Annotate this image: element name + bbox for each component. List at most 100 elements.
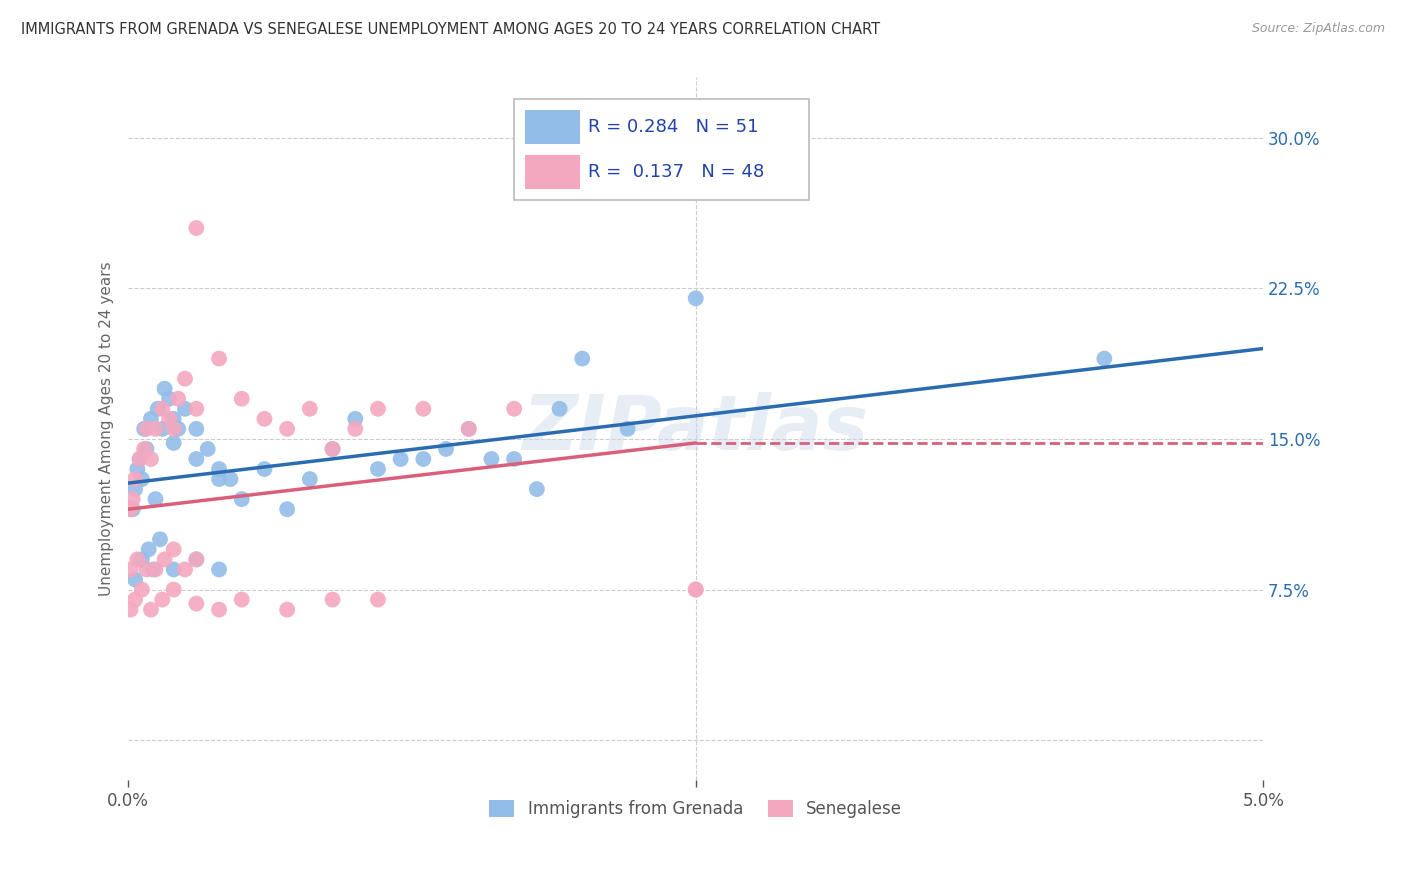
Point: [1092, 351, 1115, 366]
Point: [121, 502, 143, 516]
Point: [276, 422, 298, 436]
Point: [322, 442, 344, 456]
FancyBboxPatch shape: [526, 110, 579, 144]
Point: [139, 452, 162, 467]
Point: [138, 542, 160, 557]
Point: [253, 412, 276, 426]
Point: [367, 462, 389, 476]
Point: [163, 436, 186, 450]
Point: [131, 552, 153, 566]
Point: [120, 502, 142, 516]
Point: [231, 592, 253, 607]
Point: [124, 573, 146, 587]
Point: [231, 492, 253, 507]
FancyBboxPatch shape: [526, 155, 579, 189]
Point: [186, 552, 208, 566]
Point: [174, 372, 197, 386]
Point: [149, 533, 172, 547]
Point: [276, 502, 298, 516]
Point: [163, 422, 186, 436]
Point: [389, 452, 412, 467]
Point: [134, 442, 156, 456]
Legend: Immigrants from Grenada, Senegalese: Immigrants from Grenada, Senegalese: [482, 793, 908, 825]
Point: [253, 462, 276, 476]
Text: R = 0.284   N = 51: R = 0.284 N = 51: [588, 118, 758, 136]
Point: [571, 351, 593, 366]
Point: [208, 562, 231, 576]
Point: [367, 592, 389, 607]
Point: [131, 472, 153, 486]
Point: [208, 351, 231, 366]
Point: [322, 442, 344, 456]
Point: [134, 422, 156, 436]
Point: [685, 582, 707, 597]
Point: [481, 452, 503, 467]
Point: [120, 502, 142, 516]
Point: [298, 472, 321, 486]
Point: [231, 392, 253, 406]
Point: [197, 442, 219, 456]
Point: [150, 401, 173, 416]
Point: [219, 472, 242, 486]
Point: [685, 582, 707, 597]
Point: [167, 392, 190, 406]
Point: [124, 472, 146, 486]
Point: [157, 392, 180, 406]
Point: [503, 452, 526, 467]
Point: [322, 592, 344, 607]
Point: [186, 552, 208, 566]
Point: [150, 422, 173, 436]
Point: [139, 412, 162, 426]
Point: [153, 382, 176, 396]
Point: [120, 562, 142, 576]
Point: [344, 412, 367, 426]
Point: [135, 422, 157, 436]
Point: [208, 462, 231, 476]
Point: [128, 452, 150, 467]
Text: Source: ZipAtlas.com: Source: ZipAtlas.com: [1251, 22, 1385, 36]
Point: [526, 482, 548, 496]
Point: [145, 492, 167, 507]
Point: [127, 462, 149, 476]
Point: [208, 602, 231, 616]
Point: [127, 552, 149, 566]
Point: [163, 412, 186, 426]
Point: [298, 401, 321, 416]
Point: [276, 602, 298, 616]
Point: [124, 592, 146, 607]
Point: [121, 492, 143, 507]
Point: [142, 562, 165, 576]
Text: R =  0.137   N = 48: R = 0.137 N = 48: [588, 163, 763, 181]
Point: [131, 582, 153, 597]
Point: [145, 562, 167, 576]
Point: [412, 452, 434, 467]
FancyBboxPatch shape: [515, 98, 810, 201]
Point: [616, 422, 638, 436]
Point: [186, 422, 208, 436]
Point: [128, 452, 150, 467]
Point: [135, 442, 157, 456]
Point: [167, 422, 190, 436]
Point: [146, 401, 169, 416]
Point: [412, 401, 434, 416]
Point: [548, 401, 571, 416]
Point: [434, 442, 457, 456]
Point: [503, 401, 526, 416]
Point: [139, 602, 162, 616]
Y-axis label: Unemployment Among Ages 20 to 24 years: Unemployment Among Ages 20 to 24 years: [100, 261, 114, 596]
Point: [344, 422, 367, 436]
Point: [153, 552, 176, 566]
Text: IMMIGRANTS FROM GRENADA VS SENEGALESE UNEMPLOYMENT AMONG AGES 20 TO 24 YEARS COR: IMMIGRANTS FROM GRENADA VS SENEGALESE UN…: [21, 22, 880, 37]
Point: [186, 221, 208, 235]
Point: [163, 562, 186, 576]
Point: [186, 452, 208, 467]
Point: [174, 401, 197, 416]
Point: [174, 562, 197, 576]
Point: [135, 562, 157, 576]
Point: [685, 291, 707, 305]
Point: [163, 542, 186, 557]
Point: [367, 401, 389, 416]
Point: [457, 422, 479, 436]
Point: [163, 582, 186, 597]
Text: ZIPatlas: ZIPatlas: [523, 392, 869, 466]
